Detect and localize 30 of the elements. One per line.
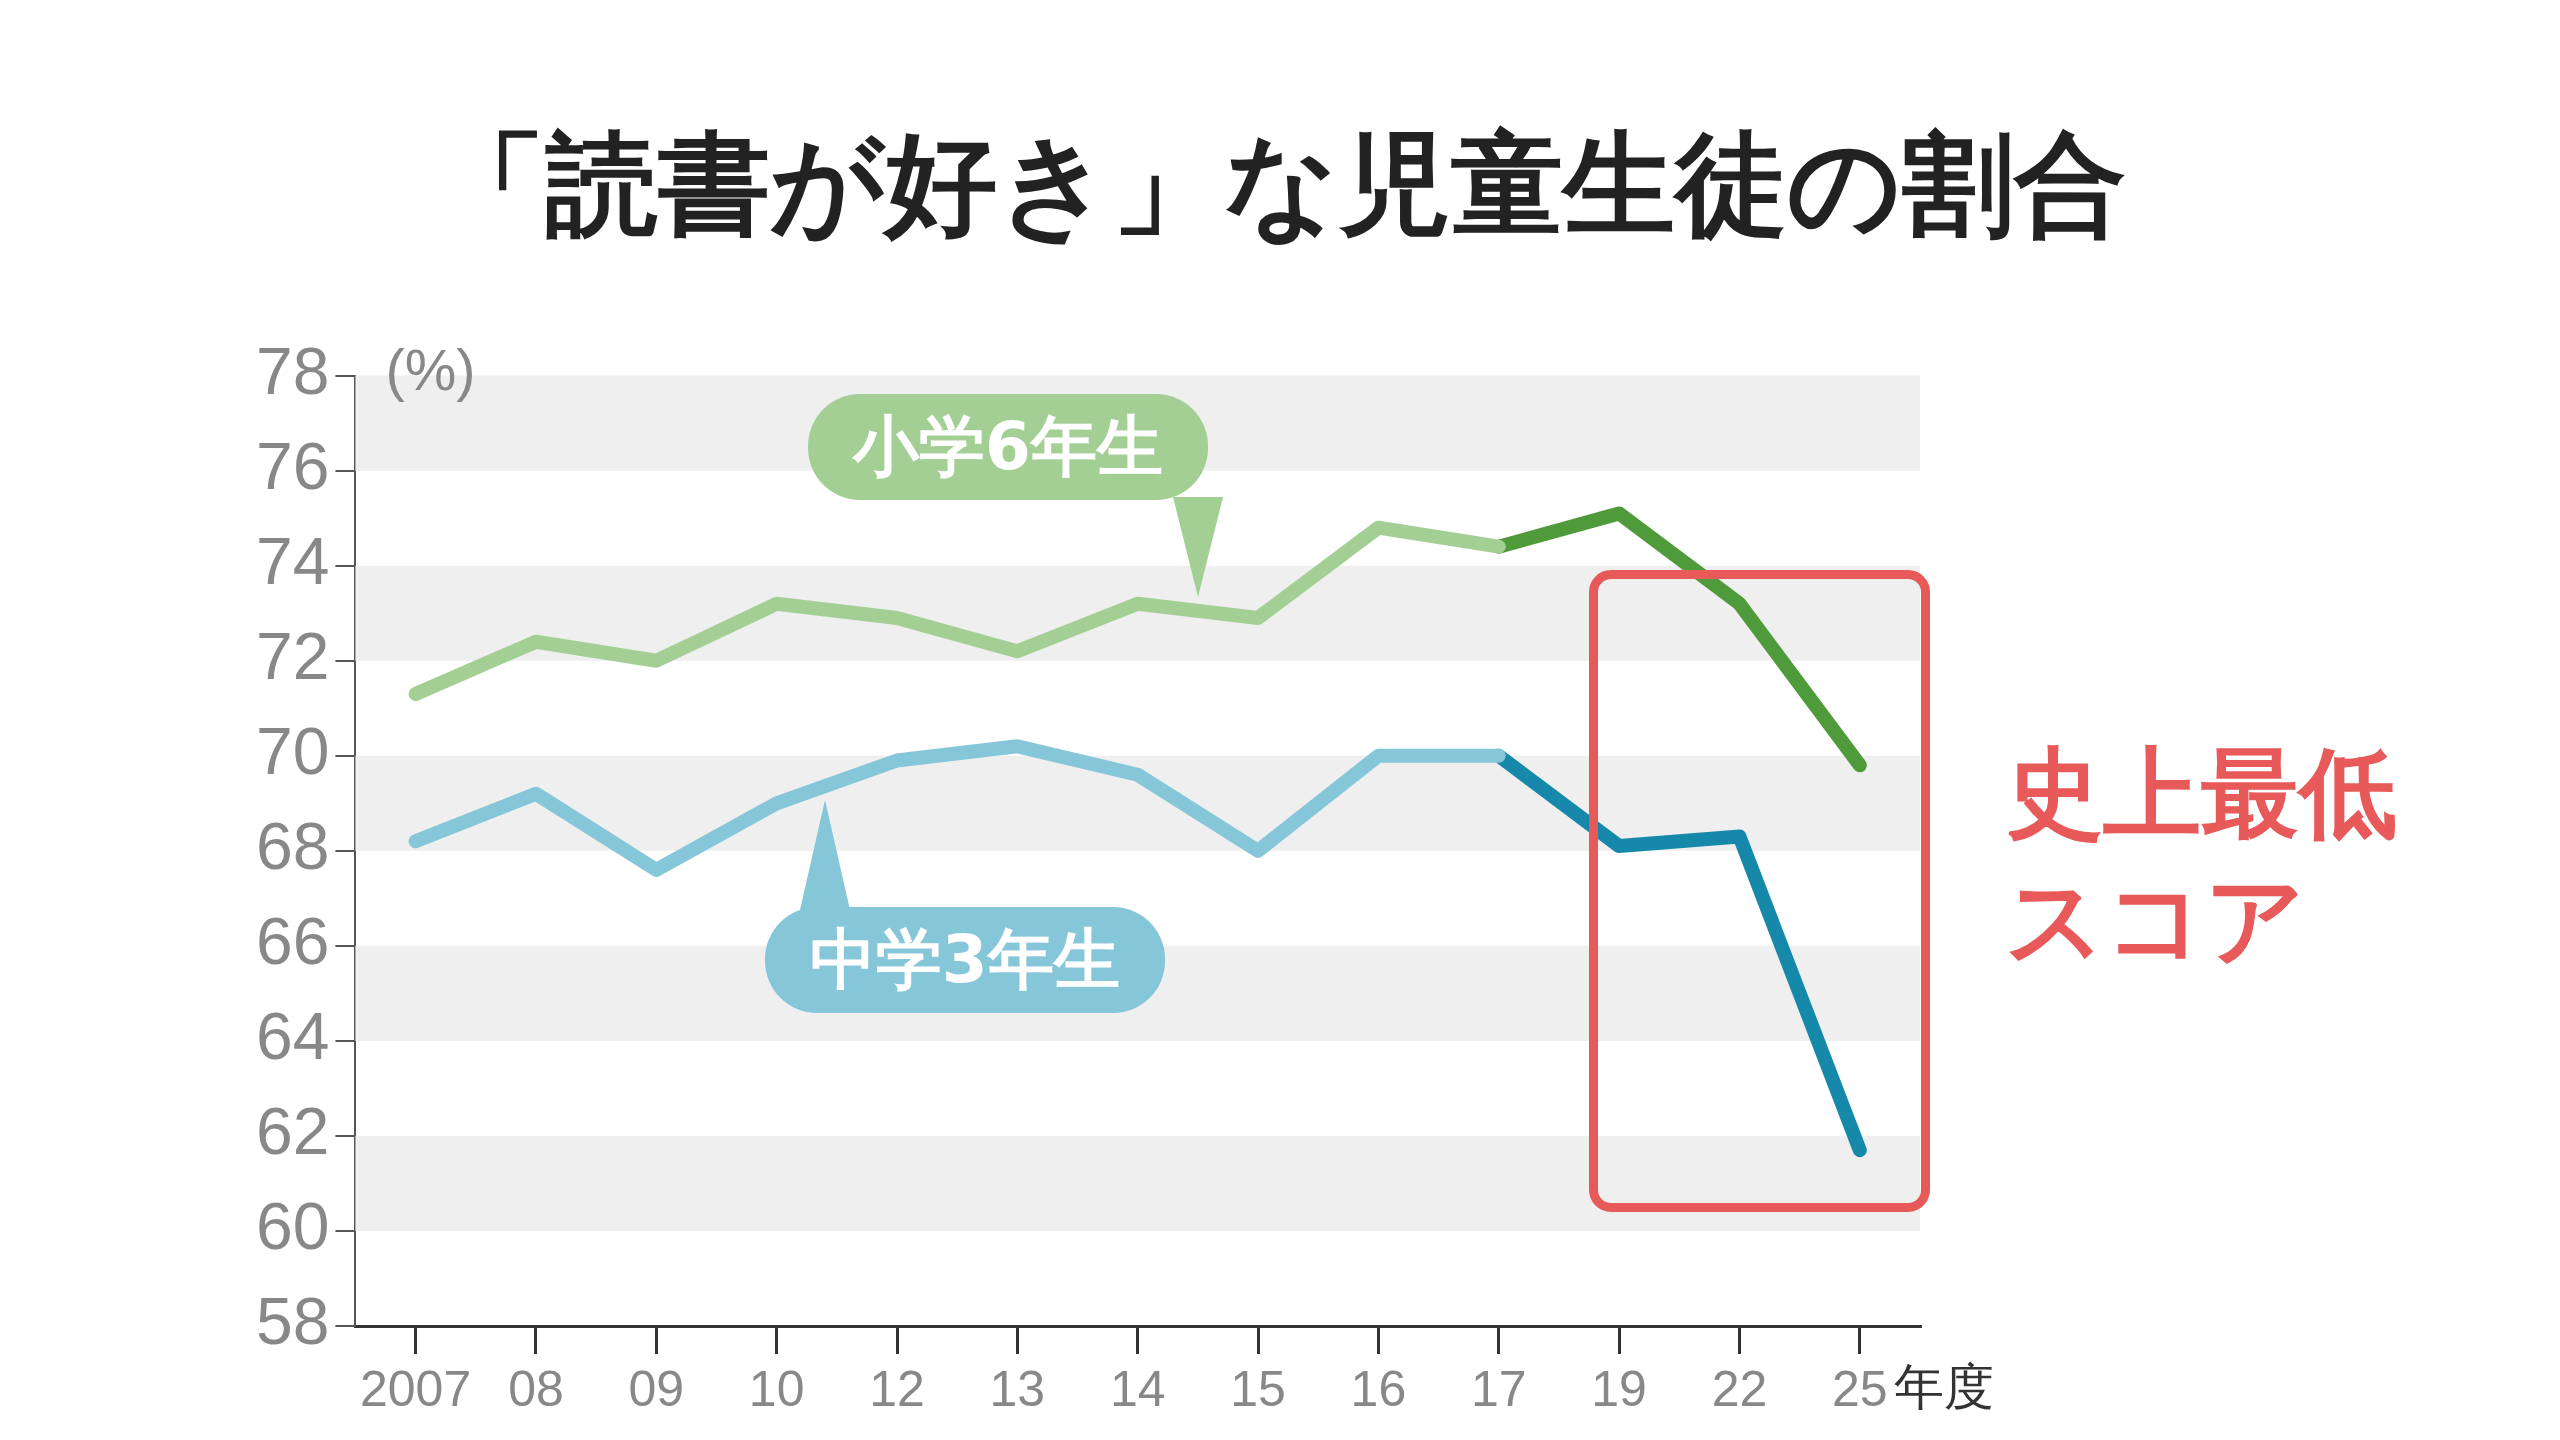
y-tick-label: 62 bbox=[255, 1094, 330, 1169]
x-tick-label: 25 bbox=[1832, 1360, 1888, 1417]
chart-title: 「読書が好き」な児童生徒の割合 bbox=[433, 118, 2127, 251]
legend-label: 中学3年生 bbox=[764, 907, 1165, 1014]
y-tick-label: 76 bbox=[255, 428, 330, 503]
y-axis-title: (%) bbox=[385, 335, 476, 403]
y-tick-label: 64 bbox=[255, 999, 330, 1074]
x-tick-label: 09 bbox=[628, 1360, 685, 1417]
x-tick-label: 16 bbox=[1350, 1360, 1407, 1417]
x-tick-label: 14 bbox=[1109, 1360, 1166, 1417]
x-tick-label: 19 bbox=[1591, 1360, 1647, 1417]
x-tick-label: 10 bbox=[748, 1360, 805, 1417]
y-tick-label: 74 bbox=[255, 523, 330, 598]
y-tick-label: 66 bbox=[255, 904, 330, 979]
x-tick-label: 17 bbox=[1470, 1360, 1527, 1417]
y-tick-label: 78 bbox=[255, 333, 330, 408]
x-tick-label: 22 bbox=[1711, 1360, 1768, 1417]
y-tick-label: 68 bbox=[255, 809, 330, 883]
y-tick-label: 70 bbox=[255, 713, 330, 788]
x-tick-label: 12 bbox=[869, 1360, 925, 1417]
y-tick-label: 58 bbox=[255, 1284, 330, 1359]
x-tick-label: 08 bbox=[508, 1360, 564, 1417]
x-axis-title: 年度 bbox=[1893, 1357, 1994, 1416]
series-label: 小学6年生 bbox=[807, 393, 1208, 500]
y-tick-label: 72 bbox=[255, 618, 330, 693]
text: 史上最低スコア bbox=[2005, 735, 2398, 980]
x-tick-label: 13 bbox=[989, 1360, 1046, 1417]
x-tick-label: 2007 bbox=[359, 1360, 472, 1417]
x-tick-label: 15 bbox=[1230, 1360, 1286, 1417]
y-tick-label: 60 bbox=[255, 1189, 330, 1264]
